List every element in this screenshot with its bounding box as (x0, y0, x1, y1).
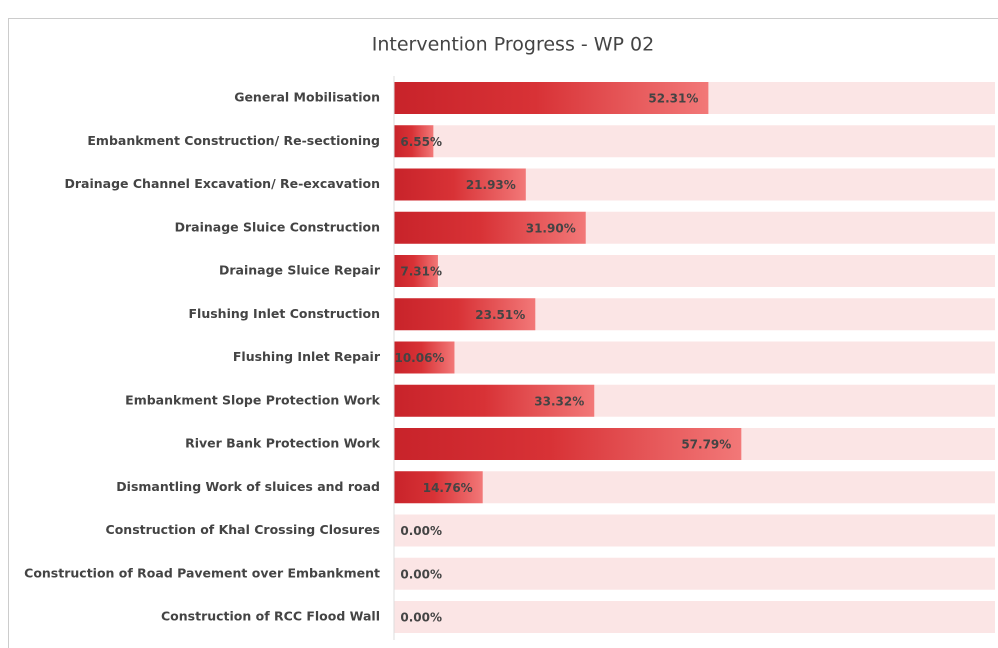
category-label: Construction of Khal Crossing Closures (106, 522, 380, 537)
bar (394, 471, 483, 504)
category-label: River Bank Protection Work (185, 436, 381, 451)
category-label: General Mobilisation (234, 90, 380, 105)
data-label: 33.32% (534, 394, 584, 408)
category-label: Flushing Inlet Construction (189, 306, 380, 321)
data-label: 52.31% (648, 92, 698, 106)
track (394, 557, 995, 590)
data-label: 14.76% (423, 481, 473, 495)
data-label: 6.55% (400, 135, 442, 149)
bar (394, 384, 595, 417)
bar (394, 298, 536, 331)
category-label: Flushing Inlet Repair (233, 349, 381, 364)
chart-title: Intervention Progress - WP 02 (372, 34, 655, 56)
bar (394, 341, 455, 374)
bar (394, 211, 586, 244)
category-label: Construction of RCC Flood Wall (161, 609, 380, 624)
track (394, 341, 995, 374)
data-label: 7.31% (400, 265, 442, 279)
category-label: Drainage Sluice Repair (219, 263, 381, 278)
bar (394, 428, 742, 460)
category-label: Dismantling Work of sluices and road (116, 479, 380, 494)
track (394, 601, 995, 633)
data-label: 0.00% (400, 524, 442, 538)
bar (394, 255, 438, 287)
data-label: 0.00% (400, 567, 442, 581)
category-label: Embankment Slope Protection Work (125, 392, 381, 407)
data-label: 31.90% (526, 221, 576, 235)
data-label: 10.06% (394, 351, 444, 365)
category-label: Drainage Sluice Construction (175, 219, 380, 234)
category-label: Construction of Road Pavement over Emban… (24, 565, 380, 580)
track (394, 514, 995, 547)
track (394, 125, 995, 158)
data-label: 57.79% (681, 438, 731, 452)
bar (394, 125, 434, 158)
category-label: Embankment Construction/ Re-sectioning (87, 133, 380, 148)
data-label: 0.00% (400, 611, 442, 625)
bar (394, 168, 526, 201)
track (394, 255, 995, 287)
data-label: 21.93% (466, 178, 516, 192)
data-label: 23.51% (475, 308, 525, 322)
track (394, 471, 995, 504)
bar (394, 82, 709, 114)
category-label: Drainage Channel Excavation/ Re-excavati… (65, 176, 381, 191)
